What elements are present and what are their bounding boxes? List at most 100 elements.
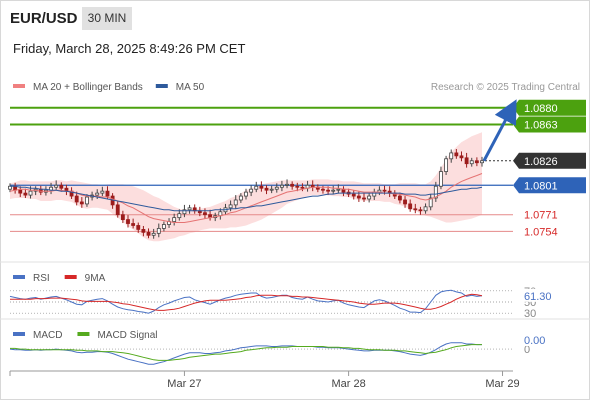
candle-body: [244, 191, 248, 197]
candle-body: [100, 190, 105, 194]
candle-body: [161, 224, 166, 229]
rsi-line: [9, 289, 483, 314]
candle-body: [408, 203, 413, 210]
candle-body: [444, 158, 449, 172]
candle-body: [131, 223, 136, 226]
candle-body: [428, 197, 433, 208]
forecast-arrow: [482, 99, 517, 162]
rsi-level-label: 30: [524, 308, 536, 320]
candle-body: [418, 209, 423, 212]
macd-zero-label: 0: [524, 344, 530, 356]
candle-body: [382, 189, 387, 192]
candle-body: [85, 196, 89, 205]
candle-body: [172, 217, 177, 222]
candle-body: [79, 201, 84, 205]
x-tick-label: Mar 28: [331, 378, 365, 390]
candle-body: [336, 188, 341, 191]
candle-body: [151, 232, 156, 236]
candle-body: [423, 206, 428, 212]
macd-current-label: 0.00: [524, 335, 545, 347]
macd-signal-line: [10, 344, 482, 361]
candle-body: [290, 183, 295, 187]
candle-body: [367, 195, 372, 200]
candle-body: [120, 214, 125, 221]
macd-value-bg: [518, 334, 552, 347]
legend-swatch: [77, 332, 90, 336]
candle-body: [351, 193, 356, 197]
candle-body: [464, 157, 469, 165]
x-tick-label: Mar 29: [485, 378, 519, 390]
candle-body: [23, 192, 28, 196]
candle-body: [331, 189, 336, 192]
candle-body: [115, 204, 120, 216]
candle-body: [397, 195, 402, 201]
legend-swatch: [155, 84, 168, 88]
rsi-ma9-line: [10, 293, 483, 311]
level-label: 1.0771: [524, 210, 558, 222]
candle-body: [403, 199, 407, 205]
level-tag: [513, 99, 586, 116]
candle-body: [449, 152, 454, 160]
candle-body: [249, 188, 254, 193]
candle-body: [18, 189, 23, 194]
legend-label: MACD Signal: [97, 330, 157, 341]
candle-body: [439, 171, 443, 187]
candle-body: [182, 209, 187, 215]
x-tick-label: Mar 27: [167, 378, 201, 390]
candle-body: [59, 184, 64, 189]
candle-body: [74, 195, 79, 203]
legend-swatch: [64, 275, 77, 279]
candle-body: [228, 204, 233, 209]
candle-body: [259, 185, 264, 189]
candle-body: [285, 183, 289, 186]
candle-body: [300, 186, 305, 189]
candle-body: [279, 184, 284, 188]
bollinger-band: [10, 132, 482, 242]
legend-label: MA 50: [176, 82, 205, 93]
legend-label: RSI: [33, 273, 50, 284]
candle-body: [136, 225, 141, 230]
instrument-title: EUR/USD: [10, 10, 78, 27]
legend-swatch: [13, 84, 25, 88]
level-tag: [513, 177, 586, 194]
candle-body: [156, 228, 161, 234]
level-tag: [513, 116, 586, 133]
candle-body: [105, 190, 110, 197]
candle-body: [177, 213, 182, 219]
candle-body: [28, 190, 33, 196]
candle-body: [269, 188, 274, 191]
candle-body: [54, 184, 59, 188]
candle-body: [203, 212, 207, 216]
candle-body: [126, 219, 130, 224]
ma50-line: [10, 185, 483, 212]
timestamp: Friday, March 28, 2025 8:49:26 PM CET: [13, 41, 246, 56]
legend-label: MACD: [33, 330, 62, 341]
candle-body: [480, 160, 484, 164]
candle-body: [187, 207, 192, 211]
level-label: 1.0880: [524, 103, 558, 115]
level-label: 1.0754: [524, 226, 558, 238]
legend-label: MA 20 + Bollinger Bands: [33, 82, 143, 93]
legend-label: 9MA: [85, 273, 106, 284]
candle-body: [95, 192, 100, 196]
candle-body: [469, 160, 474, 165]
legend-swatch: [13, 332, 25, 336]
level-label: 1.0826: [524, 156, 558, 168]
candle-body: [146, 231, 151, 236]
timeframe-badge[interactable]: 30 MIN: [82, 7, 132, 30]
level-label: 1.0863: [524, 119, 558, 131]
level-label: 1.0801: [524, 180, 558, 192]
candle-body: [433, 185, 438, 199]
watermark: Research © 2025 Trading Central: [431, 82, 580, 93]
candle-body: [474, 160, 479, 164]
candle-body: [413, 208, 418, 211]
candle-body: [295, 185, 300, 188]
level-tag: [513, 152, 586, 169]
rsi-value-bg: [518, 288, 558, 302]
candle-body: [362, 197, 366, 200]
macd-line: [9, 342, 482, 365]
candle-body: [321, 188, 325, 191]
candle-body: [254, 185, 259, 190]
candle-body: [141, 229, 146, 233]
